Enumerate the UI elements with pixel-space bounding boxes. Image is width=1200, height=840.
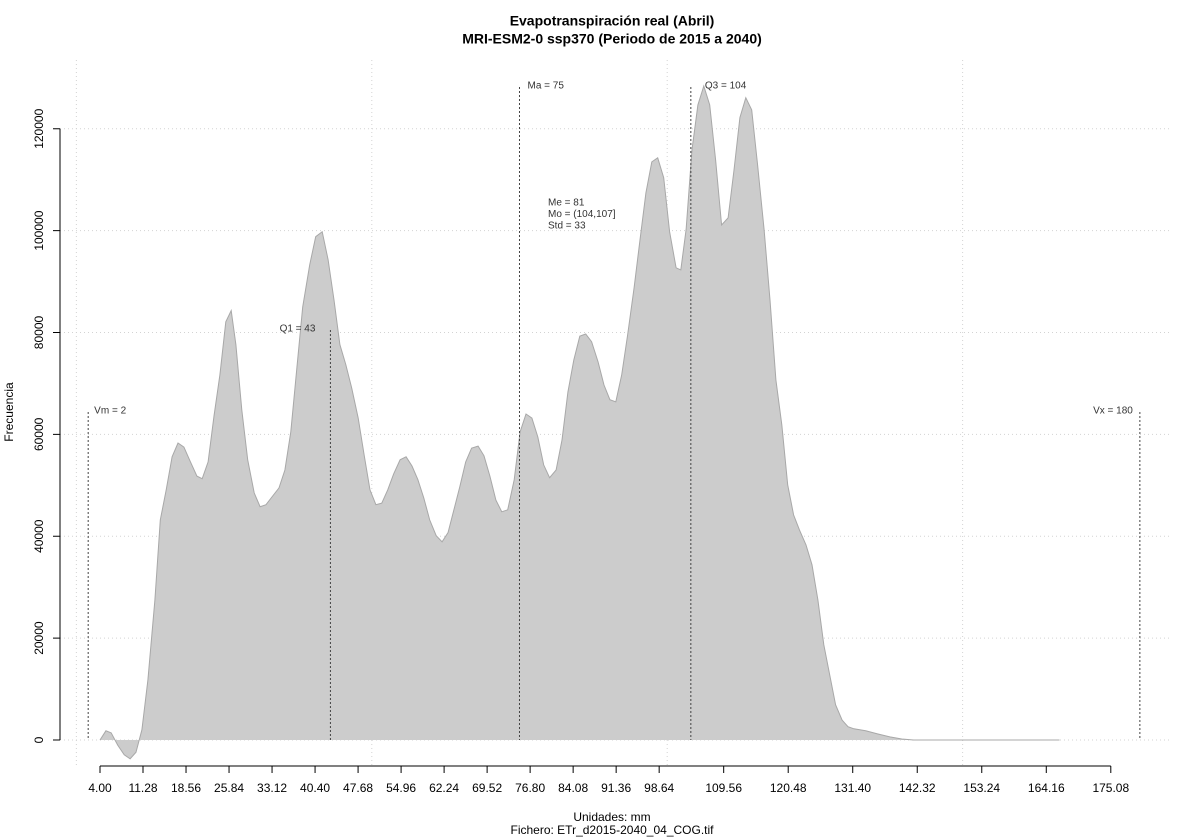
chart-subtitle: MRI-ESM2-0 ssp370 (Periodo de 2015 a 204…	[462, 31, 762, 47]
y-tick-label: 80000	[32, 315, 46, 349]
y-tick-label: 40000	[32, 519, 46, 553]
annotation-label: Ma = 75	[527, 81, 564, 92]
y-tick-label: 0	[32, 736, 46, 743]
x-tick-label: 62.24	[429, 781, 459, 795]
x-tick-label: 142.32	[899, 781, 936, 795]
x-tick-label: 109.56	[705, 781, 742, 795]
x-axis-label: Unidades: mm	[573, 810, 650, 824]
y-tick-label: 100000	[32, 210, 46, 250]
chart-title: Evapotranspiración real (Abril)	[510, 13, 715, 29]
footer: Fichero: ETr_d2015-2040_04_COG.tif	[511, 823, 715, 837]
y-axis-label: Frecuencia	[2, 382, 16, 442]
x-tick-label: 120.48	[770, 781, 807, 795]
x-tick-label: 131.40	[834, 781, 871, 795]
x-tick-label: 33.12	[257, 781, 287, 795]
x-tick-label: 164.16	[1028, 781, 1065, 795]
annotation-label: Vx = 180	[1093, 406, 1133, 417]
x-tick-label: 175.08	[1092, 781, 1129, 795]
y-tick-label: 60000	[32, 417, 46, 451]
x-tick-label: 40.40	[300, 781, 330, 795]
x-tick-label: 84.08	[558, 781, 588, 795]
x-tick-label: 18.56	[171, 781, 201, 795]
x-tick-label: 11.28	[128, 781, 157, 795]
x-tick-label: 54.96	[386, 781, 416, 795]
x-tick-label: 25.84	[214, 781, 244, 795]
density-area	[99, 84, 1060, 760]
x-tick-label: 76.80	[515, 781, 545, 795]
x-tick-label: 91.36	[601, 781, 631, 795]
y-tick-label: 20000	[32, 621, 46, 655]
stat-label: Std = 33	[548, 221, 586, 232]
x-tick-label: 69.52	[472, 781, 502, 795]
x-tick-label: 4.00	[88, 781, 112, 795]
y-tick-label: 120000	[32, 108, 46, 148]
annotation-label: Q1 = 43	[280, 324, 316, 335]
annotation-label: Q3 = 104	[705, 81, 747, 92]
x-tick-label: 98.64	[644, 781, 674, 795]
stat-label: Mo = (104,107]	[548, 209, 616, 220]
x-tick-label: 47.68	[343, 781, 373, 795]
x-tick-label: 153.24	[963, 781, 1000, 795]
annotation-label: Vm = 2	[94, 406, 126, 417]
stat-label: Me = 81	[548, 198, 585, 209]
